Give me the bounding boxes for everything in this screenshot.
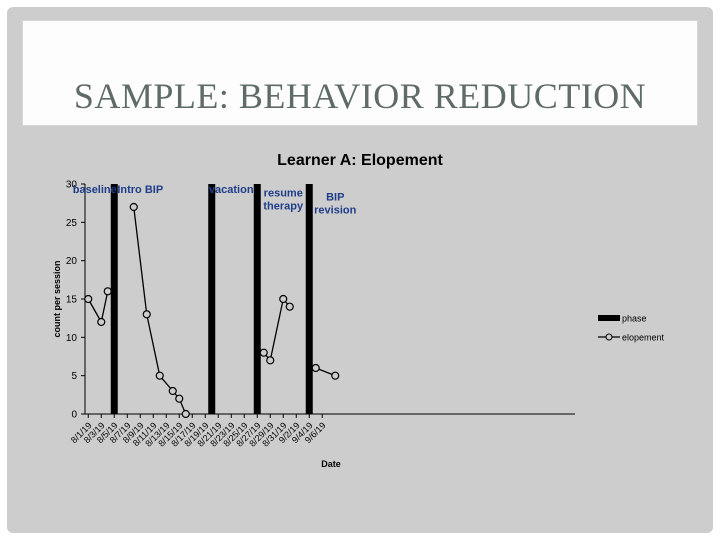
slide-title: SAMPLE: BEHAVIOR REDUCTION: [73, 76, 647, 116]
y-tick-label: 5: [71, 371, 77, 382]
data-point: [279, 294, 288, 304]
phase-label: vacation: [209, 184, 254, 196]
chart-title: Learner A: Elopement: [277, 152, 443, 169]
phase-labels: baseline Intro BIP vacation resume therapy BI…: [73, 184, 357, 217]
phase-label: BIP revision: [314, 192, 356, 217]
legend: phase elopement: [598, 314, 665, 343]
y-tick-label: 25: [66, 218, 78, 229]
data-point: [103, 287, 112, 296]
y-tick-label: 30: [66, 180, 78, 191]
data-point: [97, 317, 106, 327]
data-point: [175, 394, 184, 403]
x-axis: 8/1/198/3/198/5/198/7/198/9/198/11/198/1…: [69, 413, 575, 449]
phase-label: baseline: [73, 184, 117, 196]
legend-label: elopement: [622, 333, 665, 343]
series-line: [133, 206, 187, 415]
phase-line: [253, 184, 261, 414]
legend-label: phase: [622, 314, 647, 324]
y-axis-label: count per session: [52, 260, 62, 337]
legend-phase-swatch: [598, 315, 620, 321]
data-point: [181, 409, 190, 419]
series-elopement: [84, 202, 340, 419]
series-line: [263, 297, 291, 362]
data-point: [259, 348, 268, 357]
data-point: [331, 371, 340, 380]
phase-lines: [110, 184, 313, 414]
data-point: [168, 386, 177, 396]
data-point: [311, 363, 320, 373]
data-point: [129, 202, 138, 212]
phase-line: [208, 184, 216, 414]
x-axis-label: Date: [321, 459, 341, 469]
legend-marker: [605, 333, 613, 341]
y-axis: 0 5 10 15 20 25 30: [66, 180, 86, 421]
phase-line: [305, 184, 313, 414]
phase-label: resume therapy: [263, 188, 304, 213]
y-tick-label: 0: [71, 410, 77, 421]
title-box: SAMPLE: BEHAVIOR REDUCTION: [22, 20, 698, 126]
data-point: [142, 310, 151, 319]
y-tick-label: 15: [66, 295, 78, 306]
phase-label: Intro BIP: [117, 184, 163, 196]
series-line: [87, 291, 109, 324]
phase-line: [110, 184, 118, 414]
y-tick-label: 20: [66, 256, 78, 267]
data-point: [285, 302, 294, 311]
y-tick-label: 10: [66, 333, 78, 344]
data-point: [155, 371, 164, 380]
data-point: [84, 294, 93, 304]
data-point: [266, 356, 275, 365]
